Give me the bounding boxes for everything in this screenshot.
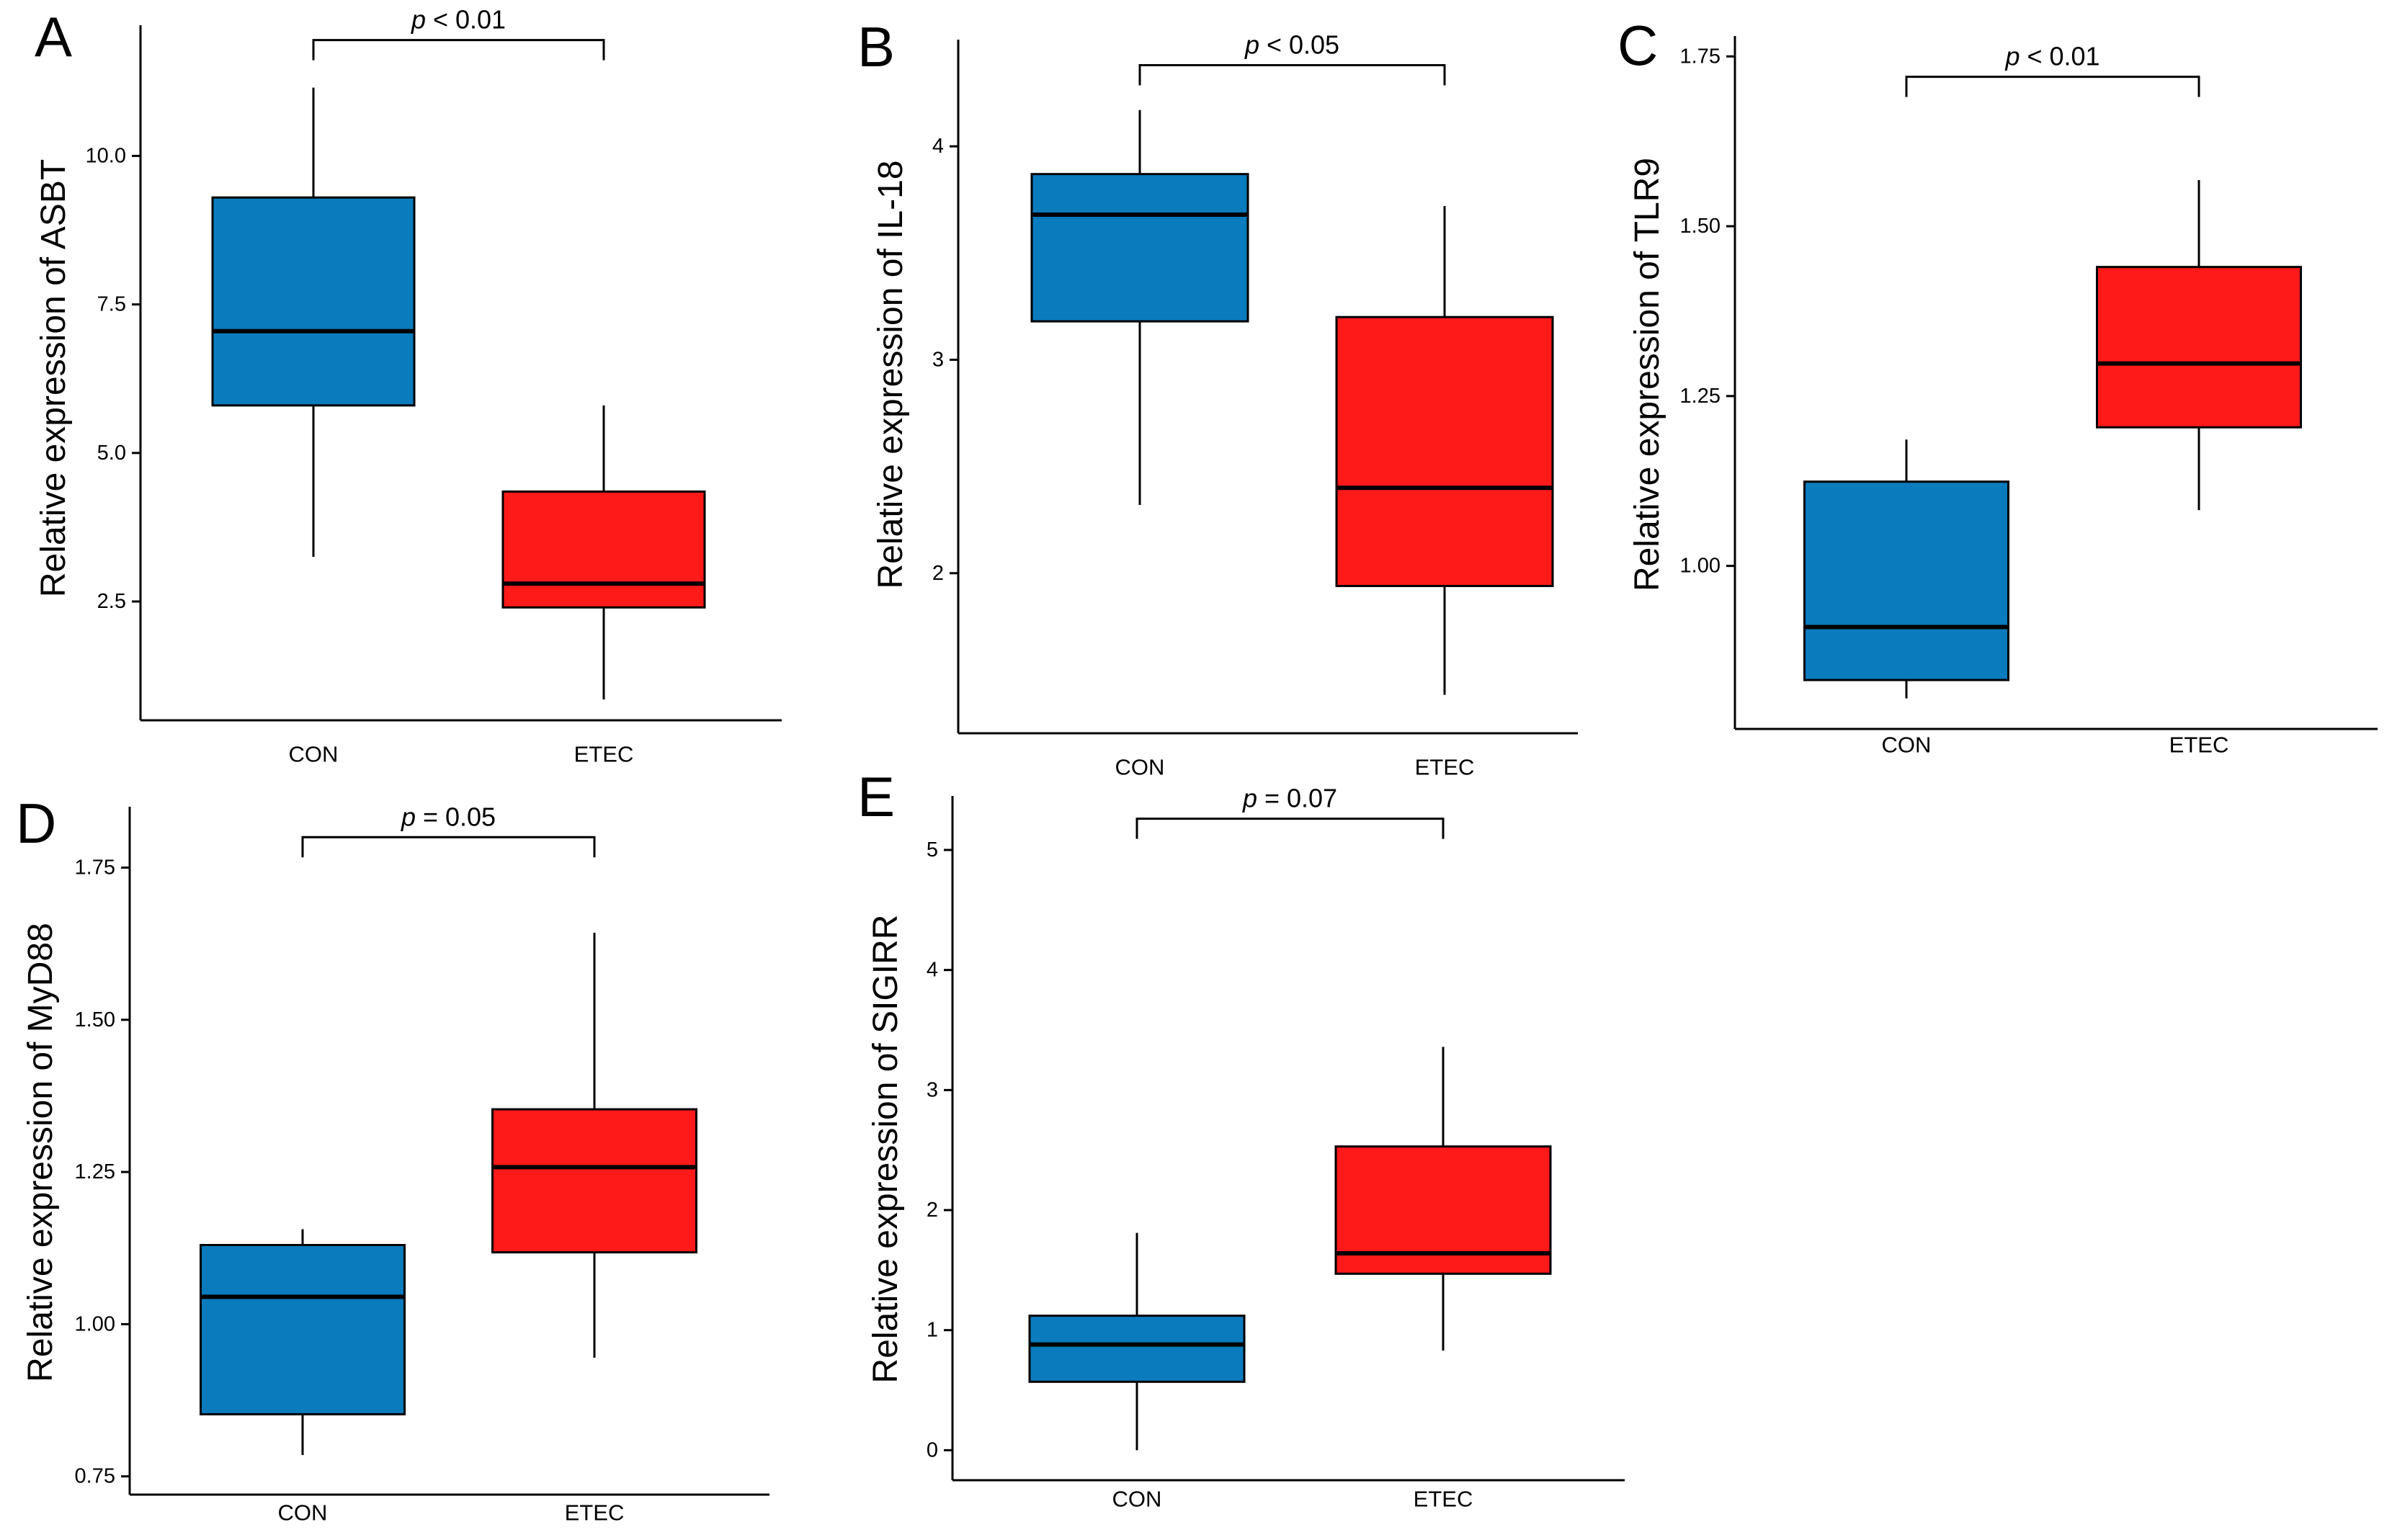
significance-annotation: p < 0.01 <box>1905 42 2200 97</box>
significance-bracket <box>1138 64 1446 86</box>
significance-annotation: p < 0.05 <box>1138 30 1446 86</box>
y-tick-group: 2.5 5.0 7.5 10.0 <box>86 144 140 613</box>
x-tick-label-con: CON <box>1882 732 1932 757</box>
panel-label: B <box>857 15 895 79</box>
y-tick-group: 1.00 1.25 1.50 1.75 <box>1680 45 1735 578</box>
significance-bracket <box>312 39 605 61</box>
panel-label: E <box>857 765 895 828</box>
y-tick-label: 1.25 <box>75 1160 115 1183</box>
box-con <box>1030 173 1249 323</box>
p-symbol: p <box>411 5 426 35</box>
box-etec <box>1335 315 1554 588</box>
p-value-label: p < 0.01 <box>2004 42 2099 71</box>
y-tick-label: 2 <box>932 562 944 585</box>
y-tick-label: 1.25 <box>1680 385 1721 408</box>
box-etec <box>501 490 706 609</box>
y-tick-label: 0.75 <box>75 1465 115 1488</box>
y-tick-label: 1.75 <box>1680 45 1721 68</box>
y-tick-label: 3 <box>932 348 944 371</box>
x-tick-label-etec: ETEC <box>574 741 634 766</box>
x-tick-label-etec: ETEC <box>1414 1486 1473 1511</box>
significance-bracket <box>301 836 596 858</box>
y-axis-label: Relative expression of IL-18 <box>872 161 910 589</box>
p-value-text: < 0.01 <box>2020 42 2099 71</box>
p-value-text: < 0.01 <box>426 5 506 35</box>
y-axis-label: Relative expression of MyD88 <box>22 923 60 1382</box>
panel-label: C <box>1617 14 1658 77</box>
y-axis-label: Relative expression of ASBT <box>35 159 73 597</box>
y-tick-label: 1.50 <box>75 1008 115 1031</box>
panel-b: B Relative expression of IL-18 2 3 4 CON E… <box>857 15 1578 779</box>
p-value-label: p = 0.07 <box>1242 784 1337 813</box>
p-symbol: p <box>2004 42 2020 71</box>
y-tick-label: 1.00 <box>75 1312 115 1335</box>
p-value-label: p = 0.05 <box>401 802 496 831</box>
y-tick-label: 1.00 <box>1680 555 1721 578</box>
box-group <box>200 932 697 1456</box>
box-con <box>1803 480 2009 681</box>
x-tick-label-etec: ETEC <box>1415 754 1475 779</box>
x-tick-label-con: CON <box>1115 754 1165 779</box>
p-value-label: p < 0.01 <box>411 5 506 35</box>
p-value-text: < 0.05 <box>1259 30 1339 60</box>
significance-bracket <box>1905 76 2200 97</box>
y-axis-label: Relative expression of SIGIRR <box>867 915 905 1384</box>
x-tick-label-con: CON <box>278 1500 328 1525</box>
x-tick-label-etec: ETEC <box>565 1500 625 1525</box>
y-tick-label: 2 <box>927 1199 938 1222</box>
p-value-label: p < 0.05 <box>1244 30 1339 60</box>
p-symbol: p <box>401 802 416 831</box>
box-group <box>211 87 706 700</box>
panel-d: D Relative expression of MyD88 0.75 1.00 1… <box>16 792 769 1525</box>
y-tick-label: 1 <box>927 1319 938 1342</box>
y-tick-group: 0 1 2 3 4 5 <box>927 838 952 1461</box>
panel-c: C Relative expression of TLR9 1.001.251.… <box>1617 14 2378 757</box>
x-tick-label-etec: ETEC <box>2169 732 2229 757</box>
y-axis-label: Relative expression of TLR9 <box>1628 158 1666 591</box>
box-con <box>211 196 416 407</box>
box-con <box>1028 1315 1246 1383</box>
x-tick-label-con: CON <box>289 741 339 766</box>
box-con <box>200 1243 406 1415</box>
y-tick-label: 10.0 <box>86 144 126 167</box>
y-tick-label: 5.0 <box>97 442 126 465</box>
panel-a: A Relative expression of ASBT 2.5 5.0 7.5 1… <box>35 5 782 766</box>
y-tick-label: 4 <box>932 135 944 158</box>
p-symbol: p <box>1242 784 1257 813</box>
panel-label: D <box>16 792 56 855</box>
box-group <box>1803 179 2302 699</box>
x-tick-label-con: CON <box>1112 1486 1162 1511</box>
significance-annotation: p = 0.07 <box>1135 784 1445 839</box>
significance-annotation: p = 0.05 <box>301 802 596 858</box>
y-tick-group: 2 3 4 <box>932 135 958 585</box>
y-tick-label: 0 <box>927 1438 938 1461</box>
box-group <box>1030 109 1554 695</box>
panel-label: A <box>35 5 72 68</box>
panel-e: E Relative expression of SIGIRR 0 1 2 3 4 5 C… <box>857 765 1625 1511</box>
box-etec <box>2096 266 2302 429</box>
p-value-text: = 0.07 <box>1257 784 1337 813</box>
box-etec <box>491 1108 697 1254</box>
y-tick-label: 7.5 <box>97 293 126 316</box>
significance-bracket <box>1135 818 1445 839</box>
y-tick-label: 1.50 <box>1680 215 1721 238</box>
p-value-text: = 0.05 <box>416 802 496 831</box>
y-tick-label: 4 <box>927 959 938 982</box>
y-tick-group: 0.75 1.00 1.25 1.50 1.75 <box>75 856 130 1488</box>
p-symbol: p <box>1244 30 1259 60</box>
y-tick-label: 1.75 <box>75 856 115 879</box>
y-tick-label: 3 <box>927 1078 938 1101</box>
y-tick-label: 2.5 <box>97 590 126 613</box>
y-tick-label: 5 <box>927 838 938 861</box>
box-group <box>1028 1047 1552 1451</box>
significance-annotation: p < 0.01 <box>312 5 605 61</box>
